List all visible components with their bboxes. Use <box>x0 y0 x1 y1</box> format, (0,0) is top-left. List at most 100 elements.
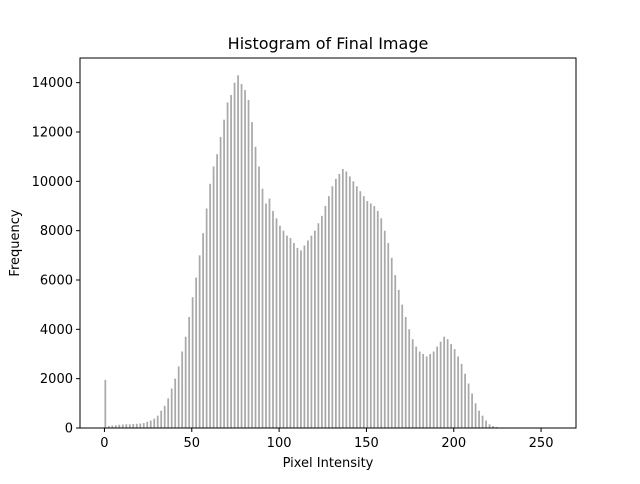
histogram-bar <box>129 424 131 428</box>
y-tick-label: 10000 <box>32 175 73 190</box>
histogram-bar <box>366 201 368 428</box>
histogram-bar <box>318 223 320 428</box>
histogram-bar <box>206 208 208 428</box>
x-tick-label: 250 <box>529 436 554 451</box>
histogram-bar <box>160 411 162 428</box>
histogram-bar <box>167 398 169 428</box>
histogram-bar <box>192 297 194 428</box>
y-tick-label: 12000 <box>32 126 73 141</box>
histogram-bar <box>262 189 264 428</box>
histogram-bar <box>125 424 127 428</box>
histogram-bar <box>251 122 253 428</box>
histogram-bar <box>195 278 197 428</box>
histogram-bar <box>223 120 225 428</box>
x-tick-label: 150 <box>354 436 379 451</box>
histogram-bar <box>450 344 452 428</box>
histogram-bar <box>321 216 323 428</box>
histogram-bar <box>373 206 375 428</box>
histogram-bar <box>139 424 141 428</box>
histogram-bar <box>230 95 232 428</box>
histogram-bar <box>429 354 431 428</box>
histogram-bar <box>258 167 260 428</box>
histogram-bar <box>482 416 484 428</box>
histogram-bar <box>447 339 449 428</box>
histogram-bar <box>422 354 424 428</box>
histogram-bar <box>464 374 466 428</box>
histogram-bar <box>356 186 358 428</box>
histogram-bar <box>380 218 382 428</box>
histogram-bar <box>384 231 386 428</box>
x-axis-label: Pixel Intensity <box>283 456 374 471</box>
histogram-bar <box>349 176 351 428</box>
histogram-bar <box>461 364 463 428</box>
histogram-bar <box>290 238 292 428</box>
histogram-bar <box>269 199 271 428</box>
histogram-bar <box>314 231 316 428</box>
histogram-bar <box>188 317 190 428</box>
x-tick-label: 100 <box>267 436 292 451</box>
histogram-bar <box>338 174 340 428</box>
y-tick-label: 4000 <box>40 323 73 338</box>
histogram-bar <box>283 231 285 428</box>
histogram-bar <box>394 275 396 428</box>
histogram-bar <box>220 137 222 428</box>
histogram-bar <box>181 352 183 428</box>
histogram-bar <box>185 337 187 428</box>
histogram-bar <box>415 347 417 428</box>
histogram-bar <box>363 196 365 428</box>
histogram-bar <box>328 196 330 428</box>
histogram-bar <box>199 255 201 428</box>
y-tick-label: 2000 <box>40 372 73 387</box>
histogram-bar <box>279 226 281 428</box>
histogram-bar <box>307 241 309 428</box>
histogram-bar <box>244 90 246 428</box>
histogram-bar <box>136 424 138 428</box>
histogram-bar <box>457 356 459 428</box>
histogram-bar <box>248 100 250 428</box>
chart-title: Histogram of Final Image <box>228 34 429 53</box>
histogram-bar <box>433 352 435 428</box>
histogram-bar <box>164 406 166 428</box>
histogram-bar <box>489 424 491 428</box>
histogram-bar <box>454 349 456 428</box>
histogram-bar <box>227 102 229 428</box>
histogram-bar <box>475 403 477 428</box>
histogram-bar <box>405 317 407 428</box>
y-tick-label: 0 <box>65 422 73 437</box>
histogram-bar <box>391 258 393 428</box>
histogram-bar <box>132 424 134 428</box>
histogram-bar <box>293 243 295 428</box>
histogram-bar <box>153 419 155 428</box>
histogram-bar <box>440 342 442 428</box>
histogram-bar <box>485 421 487 428</box>
histogram-bar <box>178 366 180 428</box>
histogram-bar <box>443 337 445 428</box>
y-tick-label: 14000 <box>32 76 73 91</box>
histogram-bar <box>104 380 106 428</box>
histogram-bar <box>342 169 344 428</box>
histogram-bar <box>412 339 414 428</box>
x-tick-label: 0 <box>100 436 108 451</box>
histogram-bar <box>216 154 218 428</box>
histogram-bar <box>387 243 389 428</box>
histogram-bar <box>426 356 428 428</box>
histogram-bar <box>146 422 148 428</box>
histogram-bar <box>304 245 306 428</box>
histogram-bar <box>436 347 438 428</box>
histogram-bar <box>335 179 337 428</box>
histogram-bar <box>471 393 473 428</box>
histogram-bar <box>331 186 333 428</box>
histogram-bar <box>150 421 152 428</box>
histogram-bar <box>143 423 145 428</box>
histogram-bar <box>408 329 410 428</box>
histogram-bar <box>359 191 361 428</box>
y-tick-label: 8000 <box>40 224 73 239</box>
histogram-bar <box>300 250 302 428</box>
x-tick-label: 50 <box>184 436 201 451</box>
histogram-bar <box>255 147 257 428</box>
histogram-bar <box>122 425 124 428</box>
y-axis-label: Frequency <box>8 209 23 276</box>
histogram-bar <box>401 305 403 428</box>
y-tick-label: 6000 <box>40 274 73 289</box>
